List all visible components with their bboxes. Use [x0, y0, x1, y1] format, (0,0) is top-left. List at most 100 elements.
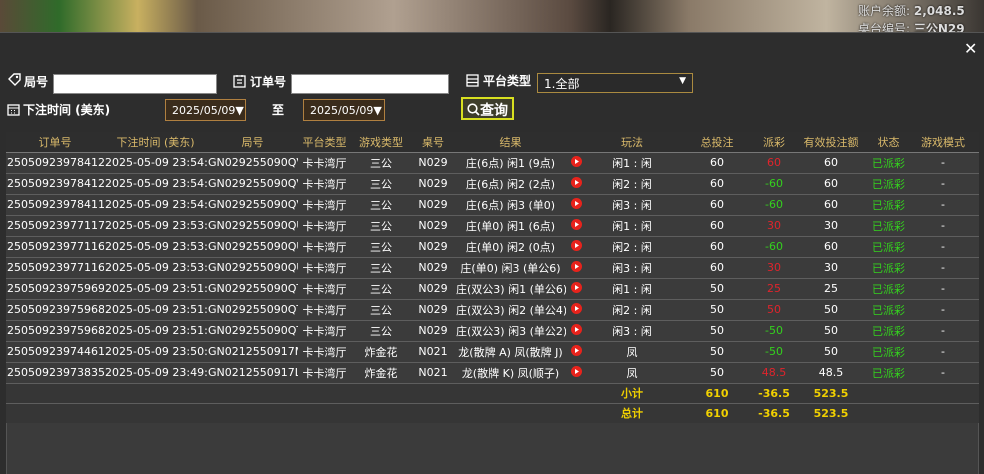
blank-cell [298, 403, 351, 424]
play-icon[interactable] [570, 365, 582, 377]
video-icon-cell [566, 173, 586, 195]
order-no: 250509239744615 [6, 341, 104, 363]
status: 已派彩 [870, 299, 907, 321]
result: 庄(双公3) 闲1 (单公6) [455, 278, 566, 300]
bet-time: 2025-05-09 23:54:37 [104, 173, 207, 195]
date-to[interactable]: 2025/05/09▼ [303, 99, 385, 121]
result: 庄(6点) 闲2 (2点) [455, 173, 566, 195]
payout: -60 [756, 194, 792, 216]
result: 龙(散牌 K) 凤(顺子) [455, 362, 566, 384]
platform: 卡卡湾厅 [298, 320, 351, 342]
result: 庄(单0) 闲1 (6点) [455, 215, 566, 237]
play-icon[interactable] [570, 302, 582, 314]
status: 已派彩 [870, 257, 907, 279]
valid-bet: 60 [792, 152, 870, 174]
result: 龙(散牌 A) 凤(散牌 J) [455, 341, 566, 363]
play-icon[interactable] [570, 239, 582, 251]
table-no: N029 [411, 215, 455, 237]
video-icon-cell [566, 194, 586, 216]
game-mode: - [907, 152, 979, 174]
blank-cell [907, 383, 979, 404]
order-input[interactable] [291, 74, 449, 94]
game-mode: - [907, 362, 979, 384]
payout: 60 [756, 152, 792, 174]
total-bet: 50 [678, 362, 756, 384]
column-header: 有效投注额 [792, 132, 870, 153]
close-button[interactable]: ✕ [964, 39, 978, 58]
order-no: 250509239759689 [6, 299, 104, 321]
total-bet: 60 [678, 257, 756, 279]
total-bet: 50 [678, 299, 756, 321]
status: 已派彩 [870, 173, 907, 195]
play-icon[interactable] [570, 218, 582, 230]
game-mode: - [907, 194, 979, 216]
round-input[interactable] [53, 74, 217, 94]
play: 闲3 : 闲 [586, 257, 678, 279]
column-header: 平台类型 [298, 132, 351, 153]
round-no: GN029255090QT [207, 320, 298, 342]
result: 庄(双公3) 闲3 (单公2) [455, 320, 566, 342]
header-row: 订单号 下注时间 (美东) 局号 平台类型 游戏类型 桌号 结果 玩法 总投注 派彩 有效投注额 状态… [6, 132, 979, 153]
order-no: 250509239759688 [6, 320, 104, 342]
tag-icon [8, 73, 21, 86]
play: 凤 [586, 362, 678, 384]
query-button[interactable]: 查询 [461, 97, 514, 120]
total-label: 总计 [586, 403, 678, 424]
play: 闲1 : 闲 [586, 278, 678, 300]
platform: 卡卡湾厅 [298, 194, 351, 216]
query-label: 查询 [480, 103, 508, 119]
payout: -50 [756, 320, 792, 342]
video-icon-cell [566, 152, 586, 174]
date-from-value: 2025/05/09 [172, 104, 236, 117]
game-type: 三公 [351, 215, 411, 237]
play-icon[interactable] [570, 260, 582, 272]
play: 闲2 : 闲 [586, 299, 678, 321]
game-background [0, 0, 984, 32]
play-icon[interactable] [570, 344, 582, 356]
blank-cell [566, 383, 586, 404]
column-header: 下注时间 (美东) [104, 132, 207, 153]
round-no: GN029255090QU [207, 215, 298, 237]
video-icon-cell [566, 362, 586, 384]
column-header: 订单号 [6, 132, 104, 153]
order-no: 250509239738359 [6, 362, 104, 384]
to-label: 至 [272, 103, 285, 117]
play-icon[interactable] [570, 197, 582, 209]
calendar-icon [7, 104, 20, 116]
play: 凤 [586, 341, 678, 363]
platform-icon [466, 74, 479, 87]
platform-value: 1.全部 [544, 77, 580, 91]
play-icon[interactable] [570, 155, 582, 167]
play-icon[interactable] [570, 323, 582, 335]
bet-time: 2025-05-09 23:51:54 [104, 299, 207, 321]
blank-cell [455, 403, 566, 424]
platform: 卡卡湾厅 [298, 299, 351, 321]
total-bet: 60 [678, 173, 756, 195]
platform-label: 平台类型 [483, 74, 532, 88]
platform: 卡卡湾厅 [298, 215, 351, 237]
table-no: N029 [411, 257, 455, 279]
blank-cell [411, 403, 455, 424]
total-bet: 60 [678, 215, 756, 237]
subtotal-payout: -36.5 [756, 383, 792, 404]
date-from[interactable]: 2025/05/09▼ [165, 99, 246, 121]
order-no: 250509239771170 [6, 215, 104, 237]
blank-cell [298, 383, 351, 404]
platform-select[interactable]: 1.全部 ▼ [537, 73, 693, 93]
blank-cell [907, 403, 979, 424]
round-label: 局号 [24, 75, 49, 89]
date-to-value: 2025/05/09 [310, 104, 374, 117]
status: 已派彩 [870, 320, 907, 342]
play-icon[interactable] [570, 176, 582, 188]
valid-bet: 50 [792, 299, 870, 321]
play-icon[interactable] [570, 281, 582, 293]
blank-cell [6, 383, 104, 404]
game-mode: - [907, 173, 979, 195]
play: 闲2 : 闲 [586, 173, 678, 195]
play: 闲3 : 闲 [586, 320, 678, 342]
